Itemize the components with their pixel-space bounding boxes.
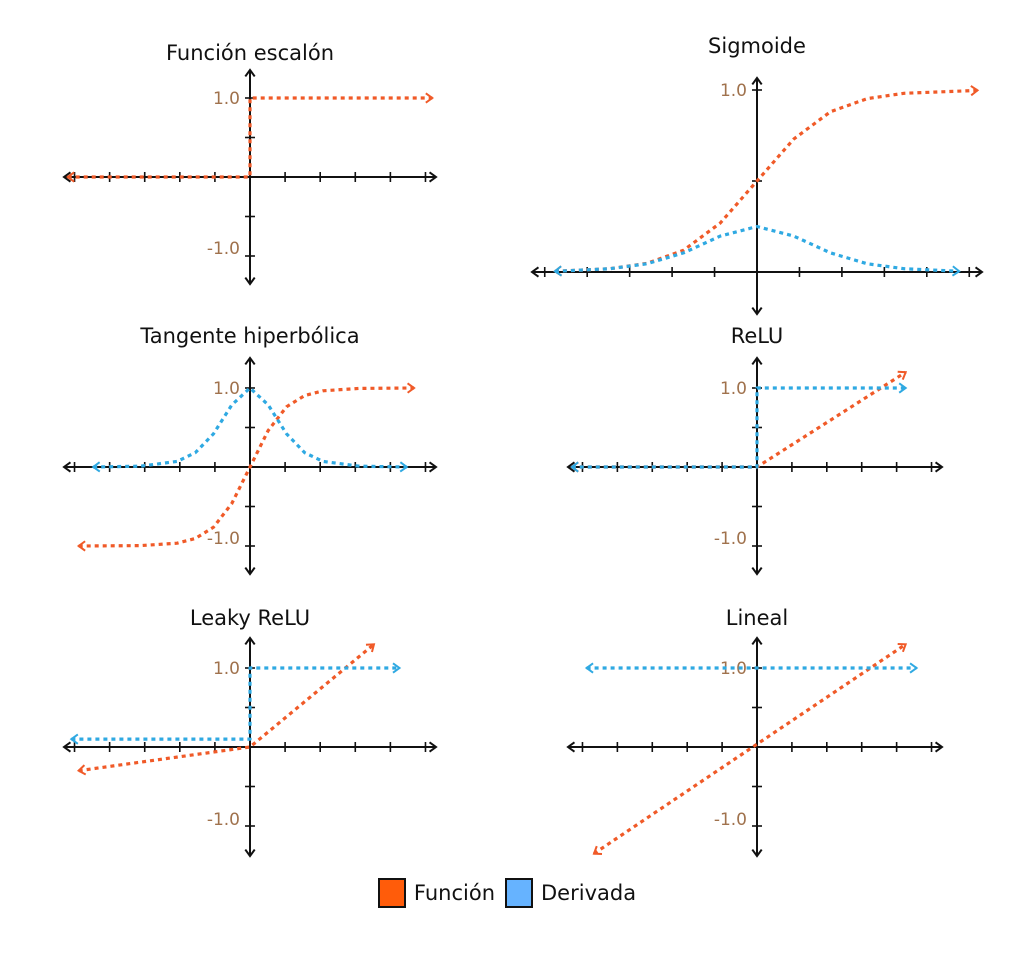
- y-axis-arrow-up: [244, 636, 256, 646]
- y-axis-arrow-down: [244, 848, 256, 858]
- x-axis-arrow-right: [974, 266, 984, 278]
- series-arrow-funcion: [425, 92, 434, 104]
- y-tick-label: 1.0: [213, 379, 240, 399]
- y-tick-label: 1.0: [720, 379, 747, 399]
- series-arrow-funcion: [66, 171, 75, 183]
- series-arrow-funcion: [365, 643, 376, 653]
- series-arrow-derivada: [584, 662, 594, 674]
- series-line-derivada: [71, 666, 400, 741]
- panel-title: Lineal: [726, 606, 788, 630]
- series-arrow-derivada: [570, 461, 579, 473]
- x-axis-arrow-right: [428, 171, 438, 183]
- panel-2: Sigmoide 1.0: [530, 34, 984, 316]
- series-line-derivada: [571, 386, 906, 469]
- y-axis-arrow-down: [244, 276, 256, 286]
- panel-5: Leaky ReLU 1.0 -1.0: [62, 606, 438, 858]
- y-axis-arrow-up: [244, 356, 256, 366]
- x-axis-arrow-right: [934, 461, 944, 473]
- y-axis-arrow-up: [751, 356, 763, 366]
- y-tick-label: -1.0: [714, 529, 747, 549]
- x-axis-arrow-right: [934, 741, 944, 753]
- panel-title: Tangente hiperbólica: [139, 324, 359, 348]
- panel-3: Tangente hiperbólica 1.0 -1.0: [62, 324, 438, 576]
- series-arrow-derivada: [399, 461, 409, 473]
- series-arrow-funcion: [897, 370, 908, 381]
- series-arrow-funcion: [970, 85, 980, 97]
- legend-item-derivada: Derivada: [505, 878, 636, 908]
- series-line-funcion: [67, 96, 433, 179]
- legend-label-funcion: Función: [413, 881, 496, 905]
- legend-swatch-funcion: [377, 878, 406, 908]
- x-axis-arrow-right: [428, 461, 438, 473]
- legend-swatch-derivada: [505, 878, 534, 908]
- series-arrow-funcion: [897, 643, 908, 653]
- series-arrow-derivada: [91, 461, 101, 473]
- y-tick-label: 1.0: [720, 81, 747, 101]
- y-tick-label: -1.0: [714, 810, 747, 830]
- panel-1: Función escalón 1.0 -1.0: [62, 41, 438, 286]
- panel-4: ReLU 1.0 -1.0: [566, 324, 944, 576]
- legend: Función Derivada: [0, 878, 1014, 908]
- series-arrow-derivada: [69, 733, 79, 745]
- legend-item-funcion: Función: [377, 878, 496, 908]
- panel-title: ReLU: [731, 324, 784, 348]
- x-axis-arrow-left: [62, 741, 72, 753]
- y-axis-arrow-up: [751, 636, 763, 646]
- series-arrow-funcion: [592, 845, 603, 855]
- series-arrow-derivada: [392, 662, 402, 674]
- x-axis-arrow-left: [62, 461, 72, 473]
- series-arrow-derivada: [898, 382, 908, 394]
- series-line-funcion: [78, 643, 376, 773]
- y-axis-arrow-down: [244, 566, 256, 576]
- series-arrow-derivada: [909, 662, 919, 674]
- x-axis-arrow-left: [530, 266, 540, 278]
- y-tick-label: 1.0: [213, 89, 240, 109]
- x-axis-arrow-left: [62, 171, 72, 183]
- y-axis-arrow-down: [751, 848, 763, 858]
- y-tick-label: -1.0: [207, 810, 240, 830]
- series-line-derivada: [554, 224, 960, 273]
- y-axis-arrow-down: [751, 306, 763, 316]
- series-line-funcion: [593, 642, 907, 855]
- x-axis-arrow-left: [566, 741, 576, 753]
- x-axis-arrow-right: [428, 741, 438, 753]
- legend-label-derivada: Derivada: [541, 881, 637, 905]
- series-line-funcion: [554, 88, 978, 273]
- y-axis-arrow-up: [244, 68, 256, 78]
- y-axis-arrow-down: [751, 566, 763, 576]
- series-arrow-funcion: [76, 540, 86, 552]
- series-arrow-funcion: [76, 764, 87, 776]
- y-axis-arrow-up: [751, 76, 763, 86]
- y-tick-label: -1.0: [207, 239, 240, 259]
- series-arrow-funcion: [406, 382, 416, 394]
- series-arrow-derivada: [951, 265, 961, 277]
- panel-title: Leaky ReLU: [190, 606, 310, 630]
- series-line-funcion: [78, 386, 415, 548]
- y-tick-label: -1.0: [207, 529, 240, 549]
- x-axis-arrow-left: [566, 461, 576, 473]
- series-arrow-derivada: [553, 265, 563, 277]
- y-tick-label: 1.0: [213, 659, 240, 679]
- panel-title: Función escalón: [166, 41, 334, 65]
- panel-title: Sigmoide: [708, 34, 806, 58]
